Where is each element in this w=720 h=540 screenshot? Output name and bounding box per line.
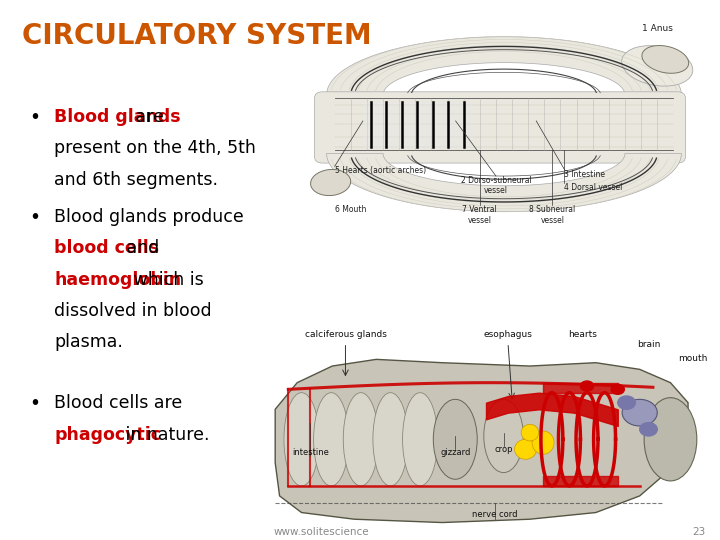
Text: calciferous glands: calciferous glands <box>305 330 387 340</box>
Text: hearts: hearts <box>568 330 597 340</box>
Text: which is: which is <box>128 271 204 288</box>
Text: esophagus: esophagus <box>484 330 532 340</box>
Text: Blood glands produce: Blood glands produce <box>54 208 244 226</box>
Text: Blood glands: Blood glands <box>54 108 181 126</box>
Ellipse shape <box>284 393 319 486</box>
Ellipse shape <box>314 393 348 486</box>
Ellipse shape <box>484 400 523 472</box>
Ellipse shape <box>433 400 477 480</box>
Text: CIRCULATORY SYSTEM: CIRCULATORY SYSTEM <box>22 22 372 50</box>
Polygon shape <box>327 153 681 212</box>
Text: blood cells: blood cells <box>54 239 159 257</box>
Text: phagocytic: phagocytic <box>54 426 161 443</box>
Ellipse shape <box>521 424 539 441</box>
Circle shape <box>640 423 657 436</box>
Text: www.solitescience: www.solitescience <box>274 527 369 537</box>
Ellipse shape <box>402 393 438 486</box>
Text: mouth: mouth <box>678 354 707 363</box>
Text: and 6th segments.: and 6th segments. <box>54 171 218 188</box>
Text: are: are <box>130 108 163 126</box>
Text: present on the 4th, 5th: present on the 4th, 5th <box>54 139 256 157</box>
Text: 2 Dorso-subneural
vessel: 2 Dorso-subneural vessel <box>461 176 531 195</box>
FancyBboxPatch shape <box>315 92 685 163</box>
Text: haemoglobin: haemoglobin <box>54 271 181 288</box>
Text: 7 Ventral
vessel: 7 Ventral vessel <box>462 205 498 225</box>
Text: in nature.: in nature. <box>120 426 210 443</box>
Text: 4 Dorsal vessel: 4 Dorsal vessel <box>564 183 623 192</box>
Polygon shape <box>327 37 681 95</box>
Text: •: • <box>29 108 40 127</box>
Text: intestine: intestine <box>292 448 329 457</box>
Ellipse shape <box>532 431 554 454</box>
Text: nerve cord: nerve cord <box>472 510 518 519</box>
Text: 8 Subneural
vessel: 8 Subneural vessel <box>529 205 575 225</box>
Ellipse shape <box>622 400 657 426</box>
Text: crop: crop <box>495 445 513 454</box>
Circle shape <box>618 396 635 409</box>
Text: plasma.: plasma. <box>54 333 123 351</box>
Text: brain: brain <box>636 340 660 349</box>
Ellipse shape <box>343 393 379 486</box>
Polygon shape <box>275 360 688 523</box>
Text: 1 Anus: 1 Anus <box>642 24 673 33</box>
Ellipse shape <box>642 45 688 73</box>
Circle shape <box>611 384 624 394</box>
Circle shape <box>580 381 593 391</box>
Ellipse shape <box>310 170 351 195</box>
Text: 5 Hearts (aortic arches): 5 Hearts (aortic arches) <box>335 166 426 176</box>
Text: •: • <box>29 394 40 413</box>
Text: gizzard: gizzard <box>440 448 470 457</box>
Text: 23: 23 <box>693 527 706 537</box>
Text: 6 Mouth: 6 Mouth <box>335 205 366 214</box>
Text: and: and <box>121 239 159 257</box>
Ellipse shape <box>621 46 693 86</box>
Text: Blood cells are: Blood cells are <box>54 394 182 412</box>
Text: •: • <box>29 208 40 227</box>
Ellipse shape <box>644 397 697 481</box>
Ellipse shape <box>373 393 408 486</box>
Text: 3 Intestine: 3 Intestine <box>564 170 606 179</box>
Ellipse shape <box>515 440 536 459</box>
Text: dissolved in blood: dissolved in blood <box>54 302 212 320</box>
